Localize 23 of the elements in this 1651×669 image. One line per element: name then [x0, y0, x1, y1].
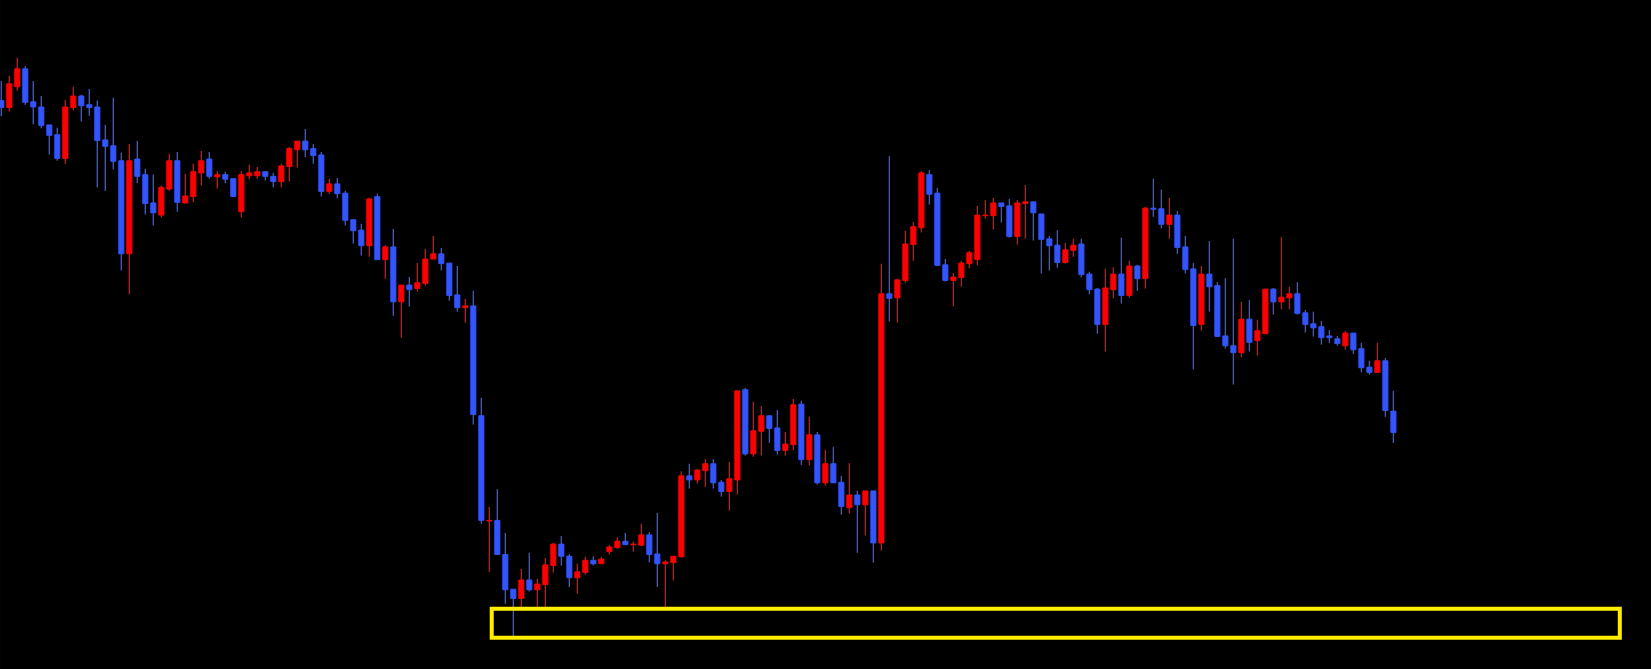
candlestick: [0, 80, 5, 117]
candlestick: [462, 298, 469, 324]
candlestick: [486, 506, 493, 573]
candlestick: [854, 490, 861, 554]
candlestick: [1246, 299, 1253, 353]
candlestick: [886, 155, 893, 323]
candlestick: [526, 552, 533, 593]
candlestick: [846, 462, 853, 515]
candlestick: [206, 151, 213, 180]
candlestick: [398, 284, 405, 339]
candlestick: [1342, 330, 1349, 351]
candlestick: [382, 244, 389, 280]
candlestick: [686, 463, 693, 490]
candlestick: [1270, 287, 1277, 316]
candlestick: [1134, 264, 1141, 292]
candlestick: [862, 490, 869, 537]
candlestick: [1374, 342, 1381, 374]
candlestick: [518, 568, 525, 608]
candlestick: [1030, 201, 1037, 242]
candlestick: [822, 449, 829, 487]
candlestick: [1118, 236, 1125, 305]
candlestick: [1166, 197, 1173, 240]
candlestick: [406, 276, 413, 308]
